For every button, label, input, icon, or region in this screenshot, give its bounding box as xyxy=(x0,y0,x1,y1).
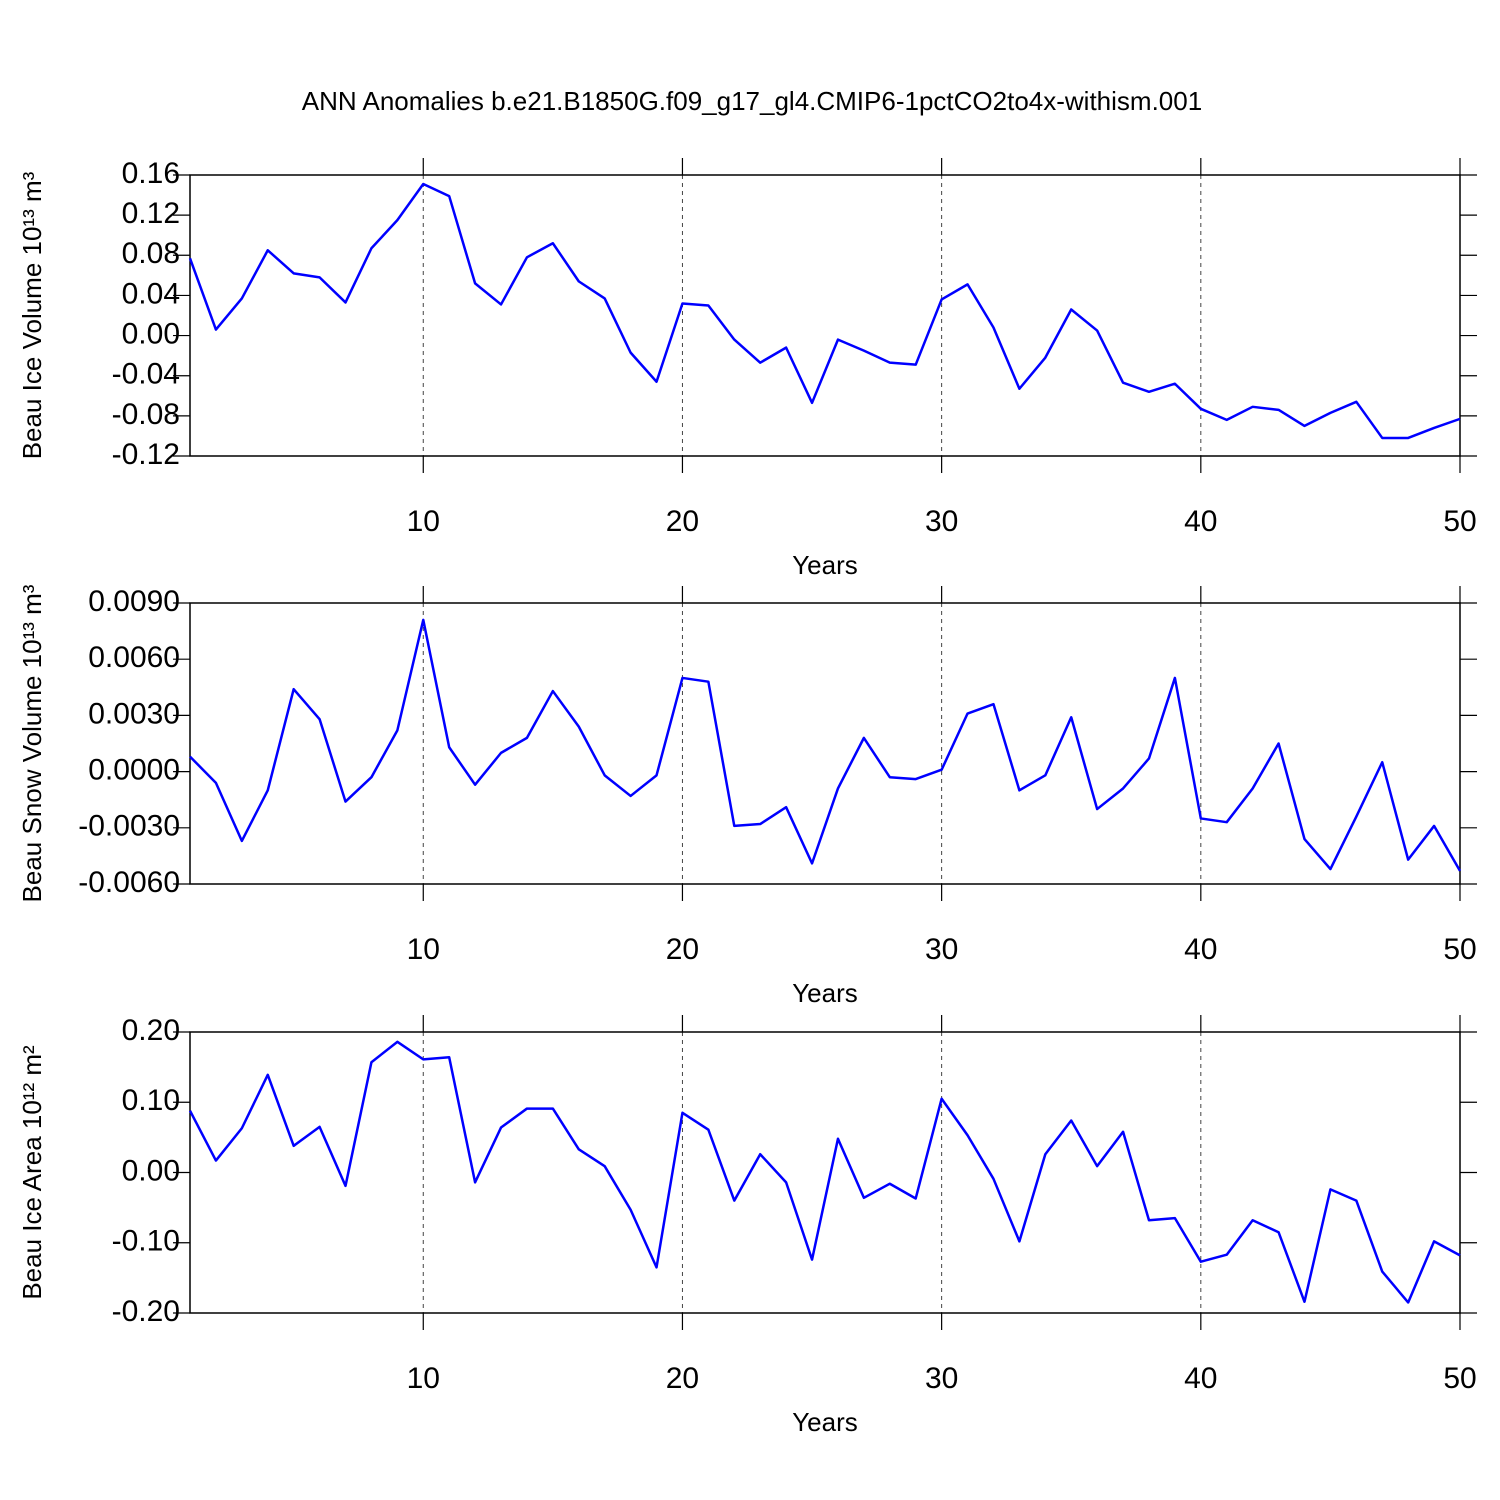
x-tick-label: 40 xyxy=(1184,933,1217,966)
data-line xyxy=(188,1040,1461,1304)
y-tick-label: -0.0060 xyxy=(78,866,180,899)
y-axis-label: Beau Ice Volume 10¹³ m³ xyxy=(17,171,47,459)
y-tick-label: 0.0090 xyxy=(88,585,180,618)
y-tick-label: -0.04 xyxy=(112,358,180,391)
x-tick-label: 50 xyxy=(1443,505,1476,538)
data-line xyxy=(189,618,1462,872)
y-axis-label: Beau Snow Volume 10¹³ m³ xyxy=(17,584,47,902)
plot-frame xyxy=(189,1031,1461,1314)
plot-frame xyxy=(189,602,1461,885)
y-tick-label: 0.10 xyxy=(122,1084,180,1117)
data-line xyxy=(188,182,1461,440)
x-tick-label: 10 xyxy=(407,933,440,966)
y-tick-label: 0.16 xyxy=(122,157,180,190)
x-tick-label: 30 xyxy=(925,933,958,966)
x-tick-label: 20 xyxy=(666,1362,699,1395)
y-tick-label: 0.08 xyxy=(122,237,180,270)
x-tick-label: 20 xyxy=(666,933,699,966)
plot-frame xyxy=(189,174,1461,457)
y-tick-label: 0.0060 xyxy=(88,641,180,674)
y-tick-label: -0.10 xyxy=(112,1225,180,1258)
x-tick-label: 50 xyxy=(1443,933,1476,966)
y-tick-label: -0.0030 xyxy=(78,810,180,843)
y-tick-label: -0.12 xyxy=(112,438,180,471)
chart-title: ANN Anomalies b.e21.B1850G.f09_g17_gl4.C… xyxy=(302,86,1202,116)
y-tick-label: 0.20 xyxy=(122,1014,180,1047)
x-tick-label: 40 xyxy=(1184,1362,1217,1395)
x-tick-label: 30 xyxy=(925,505,958,538)
y-tick-label: -0.20 xyxy=(112,1295,180,1328)
y-tick-label: 0.00 xyxy=(122,1154,180,1187)
y-tick-label: 0.00 xyxy=(122,317,180,350)
y-tick-label: 0.0000 xyxy=(88,754,180,787)
y-tick-label: -0.08 xyxy=(112,398,180,431)
x-tick-label: 30 xyxy=(925,1362,958,1395)
x-tick-label: 40 xyxy=(1184,505,1217,538)
x-axis-label: Years xyxy=(792,550,858,580)
y-axis-label: Beau Ice Area 10¹² m² xyxy=(17,1045,47,1300)
x-tick-label: 20 xyxy=(666,505,699,538)
y-tick-label: 0.0030 xyxy=(88,697,180,730)
x-axis-label: Years xyxy=(792,978,858,1008)
x-tick-label: 10 xyxy=(407,1362,440,1395)
y-tick-label: 0.12 xyxy=(122,197,180,230)
y-tick-label: 0.04 xyxy=(122,277,180,310)
x-tick-label: 50 xyxy=(1443,1362,1476,1395)
x-tick-label: 10 xyxy=(407,505,440,538)
x-axis-label: Years xyxy=(792,1407,858,1437)
